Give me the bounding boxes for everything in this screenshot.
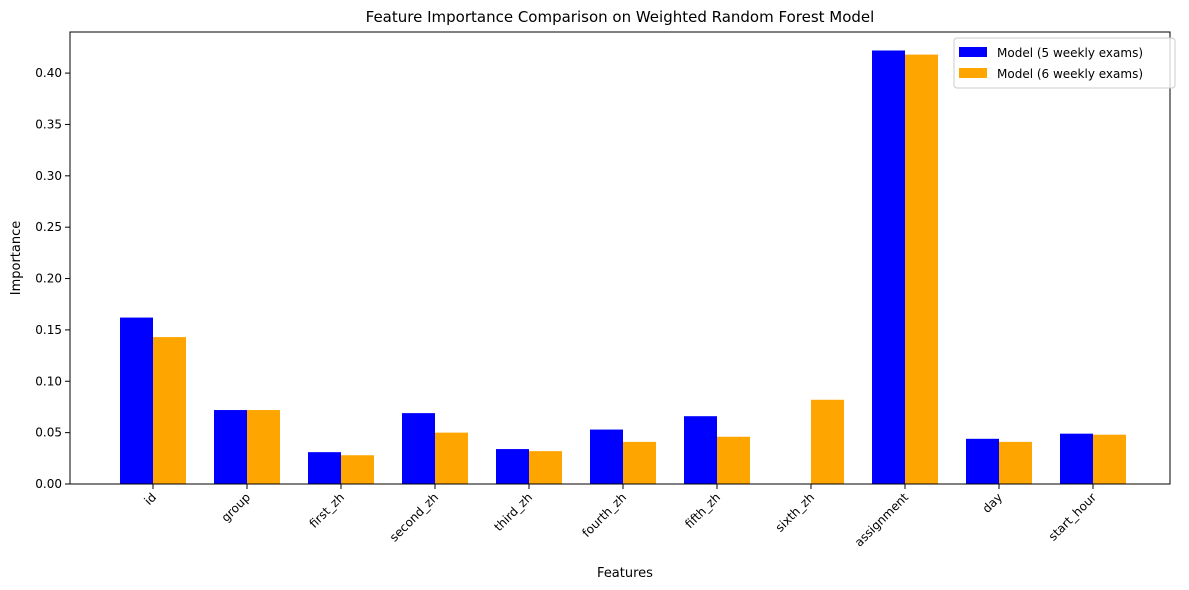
x-tick-label: first_zh bbox=[307, 490, 348, 531]
y-axis: 0.00 0.05 0.10 0.15 0.20 0.25 0.30 0.35 0.40 bbox=[35, 66, 70, 491]
x-tick-label: second_zh bbox=[387, 490, 441, 544]
bars-layer bbox=[120, 50, 1126, 485]
legend-swatch-2 bbox=[959, 68, 987, 78]
x-tick-label: group bbox=[219, 490, 254, 525]
bar-s1-third_zh bbox=[496, 449, 529, 484]
bar-s2-fifth_zh bbox=[717, 436, 750, 484]
bar-s2-day bbox=[999, 441, 1032, 484]
bar-s1-assignment bbox=[872, 50, 905, 485]
y-tick-label: 0.35 bbox=[35, 117, 62, 131]
bar-s1-second_zh bbox=[402, 413, 435, 484]
bar-s2-group bbox=[247, 410, 280, 484]
x-axis: id group first_zh second_zh third_zh fourth_z… bbox=[141, 484, 1099, 549]
x-tick-label: day bbox=[980, 490, 1006, 516]
plot-frame bbox=[69, 31, 1171, 485]
legend-frame bbox=[953, 37, 1176, 89]
x-tick-label: third_zh bbox=[491, 490, 535, 534]
chart-title: Feature Importance Comparison on Weighte… bbox=[366, 8, 875, 26]
y-tick-label: 0.00 bbox=[35, 477, 62, 491]
bar-s1-fifth_zh bbox=[684, 416, 717, 484]
y-tick-label: 0.30 bbox=[35, 169, 62, 183]
x-axis-label: Features bbox=[597, 566, 653, 581]
legend: Model (5 weekly exams) Model (6 weekly ex… bbox=[953, 37, 1176, 89]
x-tick-label: fifth_zh bbox=[682, 490, 723, 531]
bar-s1-first_zh bbox=[308, 452, 341, 484]
bar-s2-third_zh bbox=[529, 451, 562, 484]
y-tick-label: 0.25 bbox=[35, 220, 62, 234]
x-tick-label: start_hour bbox=[1046, 490, 1099, 543]
bar-s2-assignment bbox=[905, 54, 938, 484]
bar-s2-id bbox=[153, 337, 186, 484]
bar-s2-sixth_zh bbox=[811, 399, 844, 484]
y-axis-label: Importance bbox=[9, 221, 24, 296]
bar-s1-group bbox=[214, 410, 247, 484]
x-tick-label: sixth_zh bbox=[773, 490, 817, 534]
y-tick-label: 0.40 bbox=[35, 66, 62, 80]
legend-label-1: Model (5 weekly exams) bbox=[997, 46, 1143, 60]
x-tick-label: id bbox=[141, 490, 159, 508]
y-tick-label: 0.10 bbox=[35, 374, 62, 388]
bar-s1-id bbox=[120, 317, 153, 484]
x-tick-label: fourth_zh bbox=[579, 490, 629, 540]
y-tick-label: 0.05 bbox=[35, 426, 62, 440]
bar-s2-first_zh bbox=[341, 455, 374, 484]
x-tick-label: assignment bbox=[852, 490, 911, 549]
legend-swatch-1 bbox=[959, 47, 987, 57]
bar-s2-fourth_zh bbox=[623, 441, 656, 484]
bar-s1-fourth_zh bbox=[590, 429, 623, 484]
bar-s2-second_zh bbox=[435, 432, 468, 484]
legend-label-2: Model (6 weekly exams) bbox=[997, 67, 1143, 81]
y-tick-label: 0.20 bbox=[35, 272, 62, 286]
bar-s1-day bbox=[966, 438, 999, 484]
y-tick-label: 0.15 bbox=[35, 323, 62, 337]
bar-s2-start_hour bbox=[1093, 434, 1126, 484]
bar-s1-start_hour bbox=[1060, 433, 1093, 484]
